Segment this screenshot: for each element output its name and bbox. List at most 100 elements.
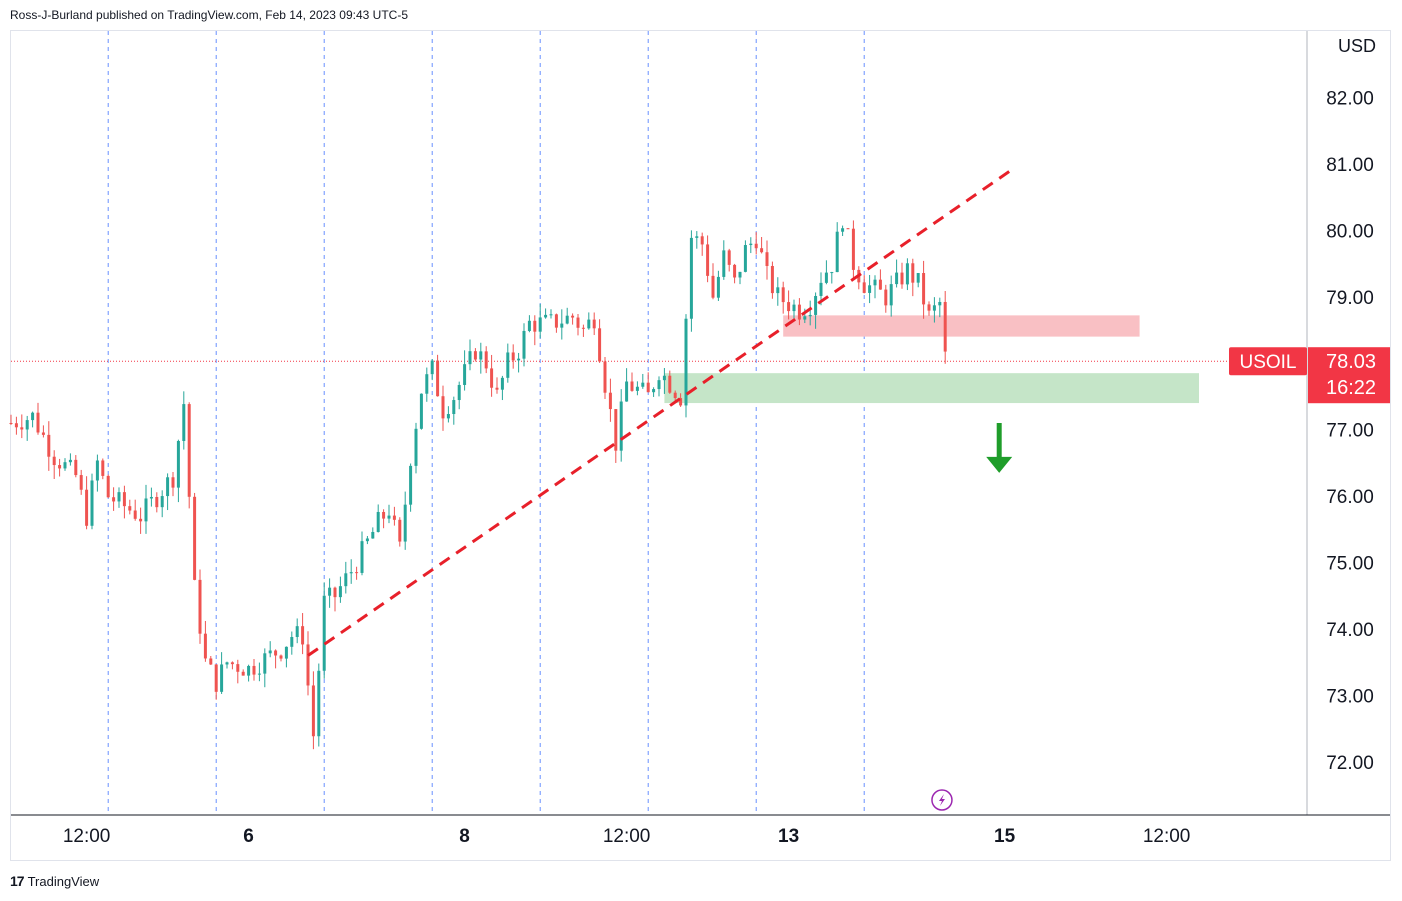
x-tick-label: 12:00	[1143, 826, 1191, 847]
candle-body	[625, 381, 629, 402]
candle-body	[581, 327, 585, 329]
candle-body	[274, 650, 278, 656]
candle-body	[592, 319, 596, 329]
symbol-tag[interactable]	[1229, 347, 1307, 376]
candle-body	[576, 317, 580, 328]
candle-body	[106, 475, 110, 498]
candle-body	[452, 400, 456, 415]
candle-body	[733, 264, 737, 278]
candle-body	[430, 360, 434, 375]
candle-body	[565, 315, 569, 324]
candle-body	[846, 228, 850, 230]
candle-body	[193, 496, 197, 580]
candle-body	[781, 287, 785, 303]
candle-body	[112, 497, 116, 502]
candle-body	[376, 511, 380, 532]
candle-body	[598, 328, 602, 362]
candle-body	[522, 330, 526, 359]
candle-body	[409, 465, 413, 505]
candle-body	[495, 387, 499, 390]
candle-body	[922, 273, 926, 305]
candle-body	[214, 664, 218, 692]
chart-frame	[10, 30, 1391, 861]
candle-body	[338, 586, 342, 598]
candle-body	[90, 480, 94, 526]
candle-body	[344, 573, 348, 587]
candle-body	[20, 427, 24, 430]
candle-body	[74, 459, 78, 476]
candle-body	[684, 318, 688, 406]
candle-body	[673, 392, 677, 399]
candle-body	[668, 375, 672, 393]
y-tick-label: 77.00	[1326, 421, 1374, 442]
candle-body	[122, 492, 126, 507]
candle-body	[587, 319, 591, 329]
candle-body	[155, 496, 159, 508]
candle-body	[695, 236, 699, 238]
candle-body	[247, 665, 251, 676]
last-price-label: 78.03	[1326, 351, 1376, 373]
candle-body	[392, 515, 396, 520]
candle-body	[9, 423, 13, 424]
candle-body	[225, 662, 229, 665]
candle-body	[301, 626, 305, 645]
lightning-bolt-glyph	[938, 794, 945, 806]
candle-body	[506, 352, 510, 378]
candle-body	[819, 282, 823, 296]
candle-body	[85, 489, 89, 526]
candle-body	[533, 320, 537, 332]
candle-body	[878, 279, 882, 290]
candle-body	[765, 252, 769, 266]
candle-body	[700, 236, 704, 245]
publisher-header: Ross-J-Burland published on TradingView.…	[10, 8, 408, 22]
candle-body	[14, 423, 18, 428]
y-tick-label: 76.00	[1326, 487, 1374, 508]
x-tick-label: 13	[778, 826, 799, 847]
candle-body	[160, 496, 164, 508]
candle-body	[446, 414, 450, 419]
candle-body	[387, 515, 391, 519]
candle-body	[927, 304, 931, 311]
candle-body	[641, 382, 645, 387]
y-tick-label: 72.00	[1326, 753, 1374, 774]
candle-body	[652, 389, 656, 393]
candle-body	[101, 460, 105, 476]
candle-body	[895, 272, 899, 285]
candle-body	[527, 320, 531, 331]
x-tick-label: 6	[243, 826, 254, 847]
candle-body	[252, 665, 256, 675]
candle-body	[425, 374, 429, 394]
candle-body	[457, 384, 461, 401]
candle-body	[905, 263, 909, 285]
candle-body	[738, 271, 742, 278]
candle-body	[311, 685, 315, 737]
candle-body	[803, 316, 807, 320]
candle-body	[500, 377, 504, 390]
candle-body	[916, 273, 920, 283]
candle-body	[662, 375, 666, 381]
candle-body	[544, 314, 548, 318]
candle-body	[787, 302, 791, 312]
candle-body	[835, 231, 839, 273]
candle-body	[873, 279, 877, 286]
candle-body	[716, 276, 720, 298]
candle-body	[209, 658, 213, 665]
candle-body	[441, 396, 445, 419]
candle-body	[360, 541, 364, 573]
candle-body	[603, 361, 607, 393]
x-tick-label: 12:00	[603, 826, 651, 847]
candle-body	[657, 380, 661, 390]
candle-body	[646, 382, 650, 393]
candle-body	[538, 317, 542, 332]
candle-body	[139, 518, 143, 522]
candle-body	[63, 462, 67, 469]
candle-body	[889, 284, 893, 306]
currency-label: USD	[1338, 36, 1376, 56]
candle-body	[635, 386, 639, 391]
candle-body	[52, 456, 56, 466]
candle-body	[884, 289, 888, 306]
candle-body	[371, 531, 375, 539]
footer-brand: TradingView	[27, 873, 100, 889]
candle-body	[149, 496, 153, 499]
